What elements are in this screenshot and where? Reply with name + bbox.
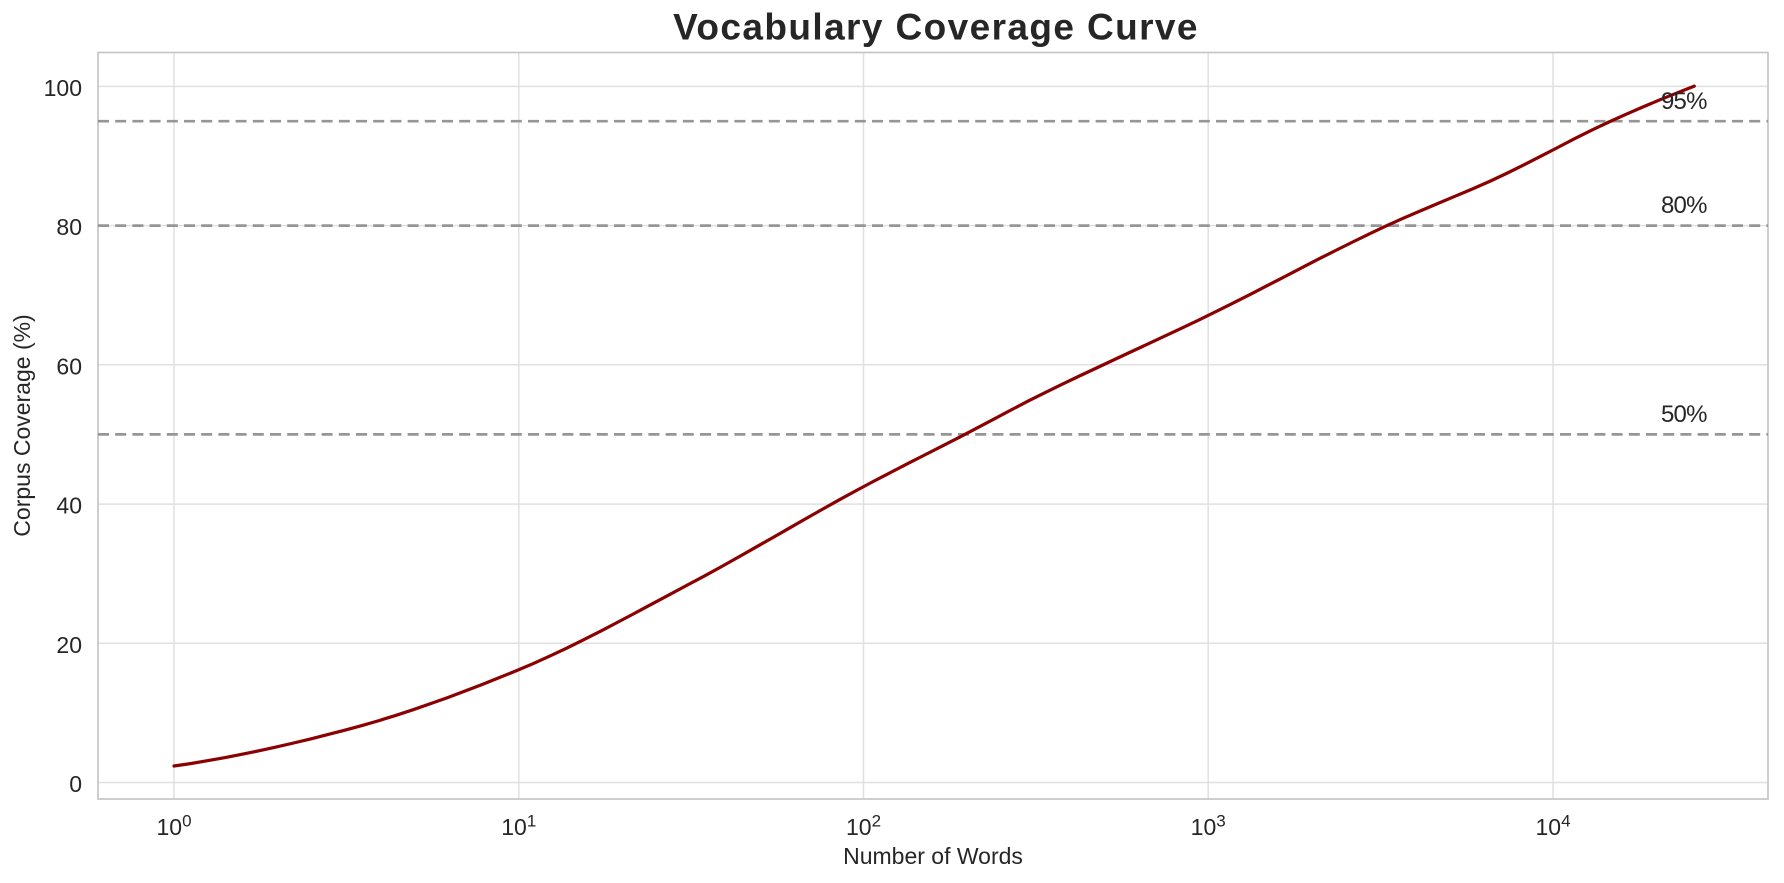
- svg-text:60: 60: [56, 353, 82, 379]
- svg-text:Number of Words: Number of Words: [843, 843, 1023, 869]
- svg-text:80%: 80%: [1661, 192, 1707, 219]
- svg-text:100: 100: [44, 75, 82, 101]
- svg-text:50%: 50%: [1661, 401, 1707, 428]
- svg-text:100: 100: [156, 812, 191, 841]
- svg-text:40: 40: [56, 493, 82, 519]
- svg-text:Corpus Coverage (%): Corpus Coverage (%): [9, 314, 35, 536]
- svg-text:80: 80: [56, 214, 82, 240]
- svg-text:95%: 95%: [1661, 88, 1707, 115]
- svg-text:20: 20: [56, 632, 82, 658]
- svg-text:0: 0: [69, 771, 82, 797]
- svg-text:Vocabulary Coverage Curve: Vocabulary Coverage Curve: [673, 7, 1199, 48]
